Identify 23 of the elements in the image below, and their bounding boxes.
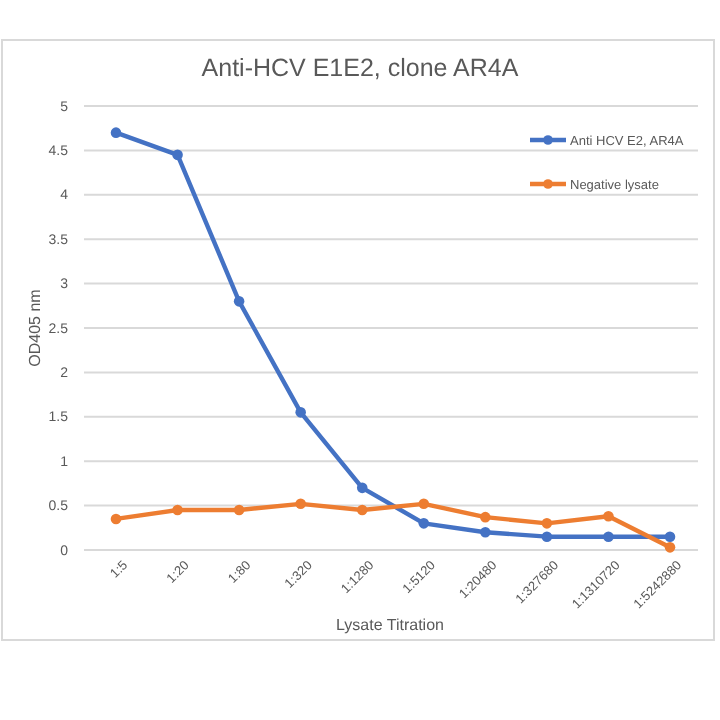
point <box>603 531 614 542</box>
point <box>172 149 183 161</box>
point <box>480 511 491 523</box>
point <box>110 127 122 138</box>
point <box>233 296 245 307</box>
chart-title: Anti-HCV E1E2, clone AR4A <box>201 54 520 82</box>
point <box>172 504 183 516</box>
point <box>356 504 368 516</box>
point <box>295 407 306 418</box>
point <box>603 510 614 522</box>
point <box>541 531 553 542</box>
point <box>664 531 676 542</box>
point <box>664 542 676 553</box>
y-axis-title: OD405 nm <box>26 288 44 367</box>
point <box>356 482 368 494</box>
x-axis-title: Lysate Titration <box>336 616 444 634</box>
point <box>541 518 553 529</box>
point <box>295 498 306 510</box>
point <box>418 518 430 529</box>
point <box>110 513 122 525</box>
point <box>480 526 491 538</box>
point <box>418 498 430 510</box>
point <box>233 504 245 516</box>
